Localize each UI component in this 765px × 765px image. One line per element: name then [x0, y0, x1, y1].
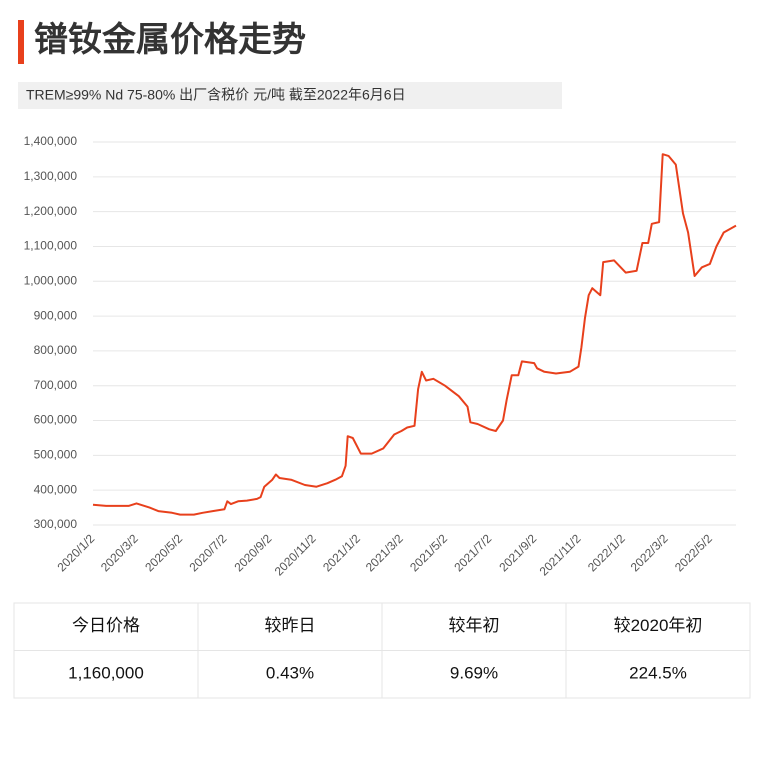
table-header-cell: [13, 602, 199, 651]
x-tick-label: 2021/5/2: [407, 531, 450, 574]
table-value: 0.43%: [266, 664, 314, 683]
y-tick-label: 400,000: [34, 482, 78, 496]
x-tick-label: 2022/5/2: [672, 531, 715, 574]
x-tick-label: 2020/11/2: [272, 531, 319, 578]
table-value: 224.5%: [629, 664, 687, 683]
y-tick-label: 600,000: [34, 413, 78, 427]
table-header-cell: [565, 602, 751, 651]
title-bar: [18, 20, 24, 64]
x-tick-label: 2022/3/2: [628, 531, 671, 574]
x-tick-label: 2022/1/2: [585, 531, 628, 574]
x-tick-label: 2020/5/2: [142, 531, 185, 574]
table-value: 1,160,000: [68, 664, 144, 683]
y-tick-label: 300,000: [34, 517, 78, 531]
title: 镨钕金属价格走势: [34, 20, 306, 59]
table-cell: [381, 650, 567, 699]
x-tick-label: 2021/11/2: [537, 531, 584, 578]
x-tick-label: 2020/7/2: [187, 531, 230, 574]
table-header: 较昨日: [265, 616, 316, 635]
x-tick-label: 2021/1/2: [320, 531, 363, 574]
x-tick-label: 2021/9/2: [496, 531, 539, 574]
table-header: 较年初: [449, 616, 500, 635]
y-tick-label: 800,000: [34, 343, 78, 357]
table-header: 较2020年初: [614, 616, 703, 635]
subtitle: TREM≥99% Nd 75-80% 出厂含税价 元/吨 截至2022年6月6日: [26, 87, 406, 103]
y-tick-label: 1,100,000: [24, 239, 78, 253]
table-cell: [197, 650, 383, 699]
price-line: [92, 153, 737, 516]
x-tick-label: 2021/7/2: [451, 531, 494, 574]
x-tick-label: 2020/9/2: [232, 531, 275, 574]
table-header-cell: [381, 602, 567, 651]
y-tick-label: 1,300,000: [24, 169, 78, 183]
table-cell: [565, 650, 751, 699]
y-tick-label: 1,400,000: [24, 134, 78, 148]
table-header: 今日价格: [72, 616, 140, 635]
x-tick-label: 2020/3/2: [98, 531, 141, 574]
table-value: 9.69%: [450, 664, 498, 683]
subtitle-box: [18, 82, 562, 109]
x-tick-label: 2021/3/2: [363, 531, 406, 574]
table-cell: [13, 650, 199, 699]
y-tick-label: 1,000,000: [24, 273, 78, 287]
y-tick-label: 1,200,000: [24, 204, 78, 218]
y-tick-label: 500,000: [34, 448, 78, 462]
x-tick-label: 2020/1/2: [54, 531, 97, 574]
y-tick-label: 700,000: [34, 378, 78, 392]
y-tick-label: 900,000: [34, 308, 78, 322]
